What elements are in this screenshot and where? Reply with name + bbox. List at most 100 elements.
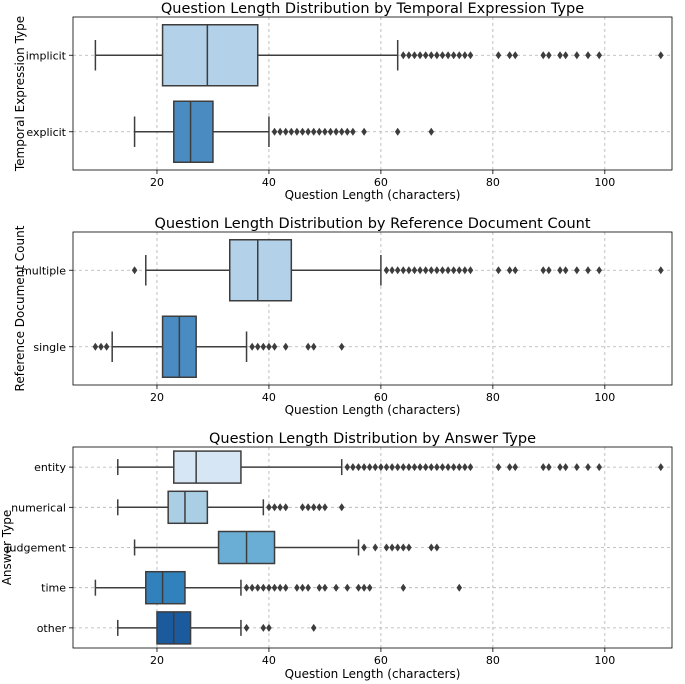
chart-panel-3: 20 40 60 80 100 entity numerical judgement time o… xyxy=(0,431,673,681)
outlier-point xyxy=(562,51,569,60)
outlier-point xyxy=(495,51,502,60)
y-axis-label: Answer Type xyxy=(0,510,14,586)
outlier-point xyxy=(372,543,379,552)
outlier-point xyxy=(394,463,401,472)
outlier-point xyxy=(411,266,418,275)
outlier-point xyxy=(406,543,412,552)
outlier-point xyxy=(562,266,569,275)
outlier-point xyxy=(445,463,451,472)
outlier-point xyxy=(439,463,446,472)
outlier-point xyxy=(338,342,345,351)
outlier-point xyxy=(378,463,384,472)
outlier-point xyxy=(445,51,451,60)
outlier-point xyxy=(344,127,351,136)
outlier-point xyxy=(456,266,463,275)
outlier-point xyxy=(103,342,110,351)
outlier-point xyxy=(355,583,362,592)
outlier-point xyxy=(271,342,278,351)
box-single xyxy=(92,315,345,378)
outlier-point xyxy=(288,127,295,136)
x-tick-label: 20 xyxy=(150,391,164,404)
outlier-point xyxy=(249,342,255,351)
outlier-point xyxy=(546,463,552,472)
outlier-point xyxy=(361,127,367,136)
outlier-point xyxy=(406,266,412,275)
outlier-point xyxy=(361,463,367,472)
outlier-point xyxy=(428,266,435,275)
y-tick-label: time xyxy=(41,582,66,595)
box-numerical xyxy=(117,490,345,525)
outlier-point xyxy=(417,266,423,275)
outlier-point xyxy=(282,342,289,351)
outlier-point xyxy=(450,51,457,60)
chart-title: Question Length Distribution by Temporal… xyxy=(161,1,584,17)
outlier-point xyxy=(333,583,339,592)
outlier-point xyxy=(546,266,552,275)
outlier-point xyxy=(350,463,356,472)
outlier-point xyxy=(131,266,138,275)
outlier-point xyxy=(372,463,379,472)
box-entity xyxy=(117,450,664,484)
outlier-point xyxy=(383,543,390,552)
outlier-point xyxy=(506,266,513,275)
outlier-point xyxy=(361,543,367,552)
x-tick-label: 80 xyxy=(486,391,500,404)
outlier-point xyxy=(271,503,278,512)
chart-panel-1: 20 40 60 80 100 implicit explicit Question Leng… xyxy=(13,1,673,202)
outlier-point xyxy=(434,51,440,60)
outlier-point xyxy=(512,51,519,60)
outlier-point xyxy=(467,51,474,60)
outlier-point xyxy=(282,503,289,512)
outlier-point xyxy=(456,463,463,472)
outlier-point xyxy=(450,463,457,472)
outlier-point xyxy=(411,51,418,60)
outlier-point xyxy=(394,266,401,275)
outlier-point xyxy=(294,127,300,136)
outlier-point xyxy=(277,583,283,592)
outlier-point xyxy=(316,503,323,512)
x-tick-label: 40 xyxy=(262,654,276,667)
y-tick-label: implicit xyxy=(26,49,67,62)
outlier-point xyxy=(557,463,563,472)
outlier-point xyxy=(92,342,99,351)
outlier-point xyxy=(400,583,407,592)
outlier-point xyxy=(271,583,278,592)
outlier-point xyxy=(540,51,547,60)
outlier-point xyxy=(557,51,563,60)
outlier-point xyxy=(596,266,603,275)
outlier-point xyxy=(506,463,513,472)
iqr-box xyxy=(173,450,242,484)
outlier-point xyxy=(462,51,468,60)
outlier-point xyxy=(254,583,261,592)
x-tick-label: 60 xyxy=(374,176,388,189)
outlier-point xyxy=(495,266,502,275)
outlier-point xyxy=(467,463,474,472)
outlier-point xyxy=(310,623,317,632)
outlier-point xyxy=(394,127,401,136)
x-tick-label: 80 xyxy=(486,176,500,189)
y-tick-label: explicit xyxy=(26,126,66,139)
y-axis-label: Temporal Expression Type xyxy=(13,16,27,172)
outlier-point xyxy=(361,583,367,592)
outlier-point xyxy=(333,127,339,136)
outlier-point xyxy=(389,543,395,552)
outlier-point xyxy=(400,463,407,472)
x-axis-label: Question Length (characters) xyxy=(285,188,461,202)
outlier-point xyxy=(406,51,412,60)
outlier-point xyxy=(316,583,323,592)
outlier-point xyxy=(540,463,547,472)
box-explicit xyxy=(133,100,435,163)
x-tick-label: 40 xyxy=(262,176,276,189)
outlier-point xyxy=(495,463,502,472)
outlier-point xyxy=(450,266,457,275)
x-tick-label: 60 xyxy=(374,391,388,404)
outlier-point xyxy=(383,463,390,472)
x-tick-label: 20 xyxy=(150,176,164,189)
outlier-point xyxy=(98,342,104,351)
y-tick-label: judgement xyxy=(5,542,66,555)
x-tick-label: 100 xyxy=(594,176,615,189)
outlier-point xyxy=(417,51,423,60)
outlier-point xyxy=(540,266,547,275)
outlier-point xyxy=(462,463,468,472)
outlier-point xyxy=(254,342,261,351)
